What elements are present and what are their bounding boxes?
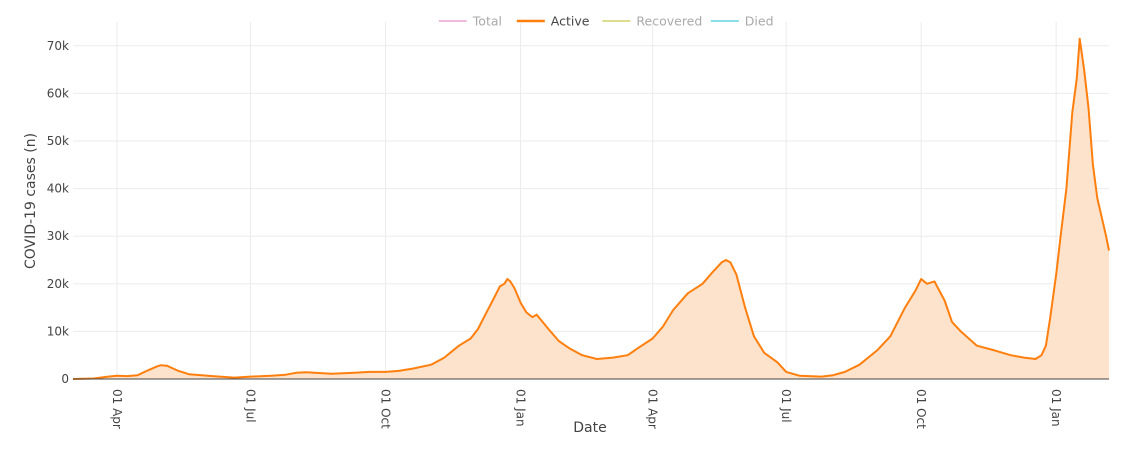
y-tick-label: 30k: [47, 229, 69, 243]
legend-label-recovered: Recovered: [636, 14, 702, 29]
x-tick-label: 01 Apr: [110, 389, 124, 429]
axes: 0 10k 20k 30k 40k 50k 60k 70k 01 Apr 01 Jul 01 Oct…: [47, 39, 1109, 429]
y-tick-label: 0: [61, 372, 69, 386]
x-tick-label: 01 Jan: [1049, 389, 1063, 427]
y-axis-title: COVID-19 cases (n): [23, 133, 39, 269]
x-tick-label: 01 Apr: [646, 389, 660, 429]
grid-lines: [73, 22, 1109, 379]
x-tick-label: 01 Oct: [914, 389, 928, 429]
legend-label-died: Died: [745, 14, 774, 29]
legend[interactable]: Total Active Recovered Died: [438, 14, 774, 29]
y-tick-label: 70k: [47, 39, 69, 53]
y-tick-label: 40k: [47, 182, 69, 196]
series-line-active[interactable]: [72, 37, 1110, 380]
legend-item-died[interactable]: Died: [710, 14, 774, 29]
legend-label-total: Total: [472, 14, 502, 29]
x-axis-title: Date: [573, 420, 606, 436]
y-tick-label: 10k: [47, 324, 69, 338]
legend-item-active[interactable]: Active: [516, 14, 590, 29]
x-tick-label: 01 Jul: [244, 389, 258, 423]
y-tick-label: 20k: [47, 277, 69, 291]
legend-label-active: Active: [551, 14, 590, 29]
y-tick-label: 60k: [47, 86, 69, 100]
x-tick-label: 01 Jul: [779, 389, 793, 423]
series-area-active: [73, 38, 1109, 379]
x-tick-label: 01 Oct: [379, 389, 393, 429]
x-tick-label: 01 Jan: [514, 389, 528, 427]
legend-item-total[interactable]: Total: [438, 14, 502, 29]
y-tick-label: 50k: [47, 134, 69, 148]
plot-area[interactable]: [72, 37, 1110, 380]
